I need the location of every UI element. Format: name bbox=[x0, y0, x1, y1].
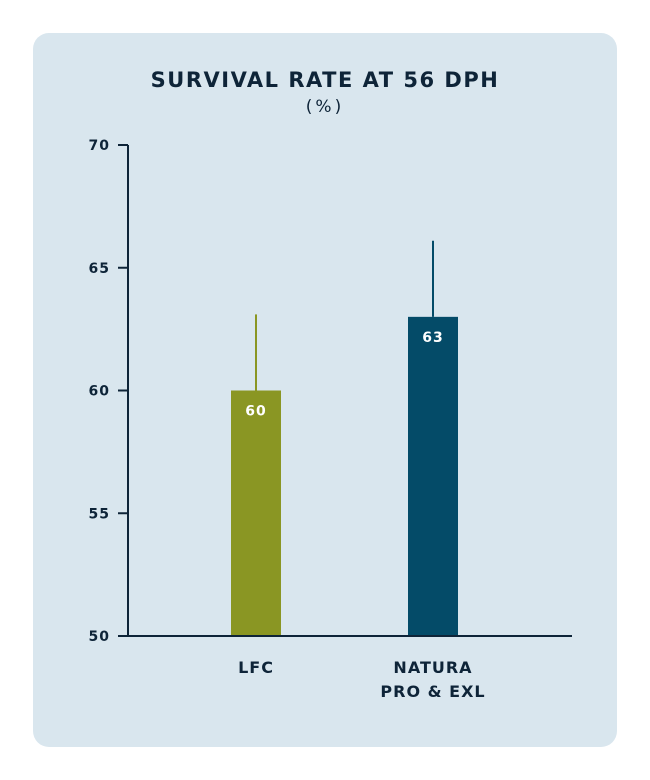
chart-card bbox=[33, 33, 617, 747]
bars: 60 63 bbox=[231, 240, 458, 636]
x-category-label-line: LFC bbox=[238, 658, 274, 677]
bar bbox=[408, 316, 458, 636]
chart-subtitle: (%) bbox=[305, 97, 345, 117]
y-tick-label: 65 bbox=[89, 261, 110, 277]
y-tick-label: 55 bbox=[89, 506, 110, 522]
bar-value-label: 63 bbox=[422, 330, 443, 346]
x-category-label: LFC bbox=[166, 656, 346, 680]
y-tick-label: 50 bbox=[89, 629, 110, 645]
x-category-label-line: PRO & EXL bbox=[380, 682, 486, 701]
x-category-label-line: NATURA bbox=[393, 658, 473, 677]
x-category-label: NATURA PRO & EXL bbox=[343, 656, 523, 704]
y-axis: 50 55 60 65 70 bbox=[89, 138, 129, 645]
chart-title: SURVIVAL RATE AT 56 DPH bbox=[150, 68, 500, 92]
bar bbox=[231, 390, 281, 636]
bar-value-label: 60 bbox=[245, 404, 266, 420]
y-tick-label: 70 bbox=[89, 138, 110, 154]
y-tick-label: 60 bbox=[89, 384, 110, 400]
